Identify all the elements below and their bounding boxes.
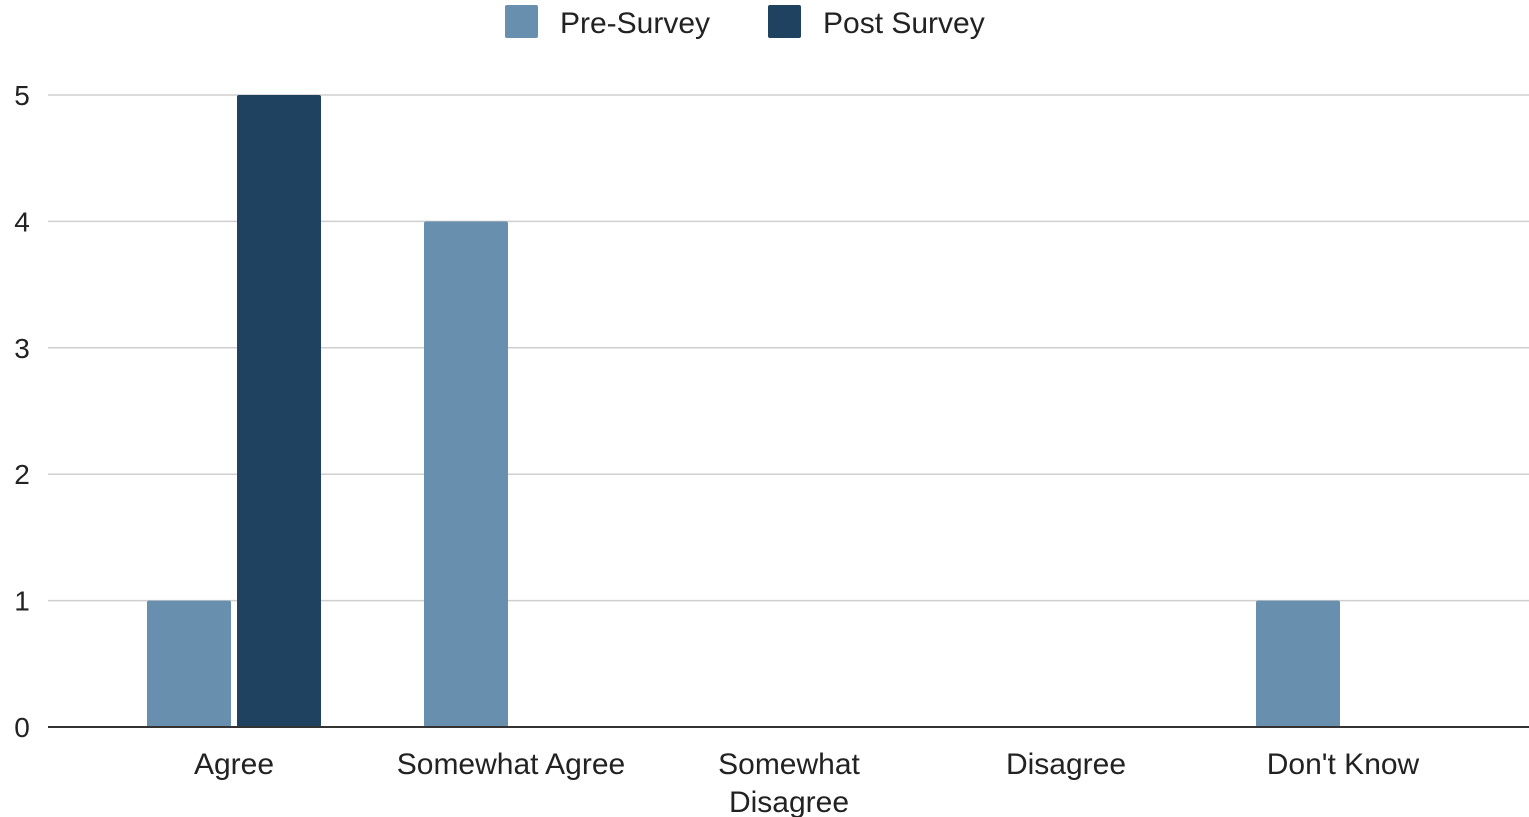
legend: Pre-Survey Post Survey — [505, 5, 985, 40]
y-tick-label: 2 — [14, 459, 30, 490]
legend-label-post-survey: Post Survey — [823, 7, 985, 40]
x-tick-label: Agree — [194, 748, 274, 781]
bar-post-survey — [237, 95, 321, 727]
x-axis-labels: Agree Somewhat Agree Somewhat Disagree Disag… — [194, 748, 1420, 817]
bars — [147, 95, 1340, 727]
y-tick-label: 1 — [14, 586, 30, 617]
y-tick-label: 3 — [14, 333, 30, 364]
legend-label-pre-survey: Pre-Survey — [560, 7, 710, 40]
legend-swatch-post-survey — [768, 5, 801, 38]
bar-pre-survey — [147, 600, 231, 727]
bar-pre-survey — [1256, 600, 1340, 727]
x-tick-label: Somewhat Agree — [397, 748, 625, 781]
y-axis-ticks: 0 1 2 3 4 5 — [14, 80, 30, 743]
bar-pre-survey — [424, 221, 508, 727]
y-tick-label: 0 — [14, 712, 30, 743]
x-tick-label: Somewhat Disagree — [718, 748, 860, 817]
y-tick-label: 4 — [14, 206, 30, 237]
legend-swatch-pre-survey — [505, 5, 538, 38]
y-tick-label: 5 — [14, 80, 30, 111]
x-tick-label: Don't Know — [1267, 748, 1420, 781]
x-tick-label: Disagree — [1006, 748, 1126, 781]
